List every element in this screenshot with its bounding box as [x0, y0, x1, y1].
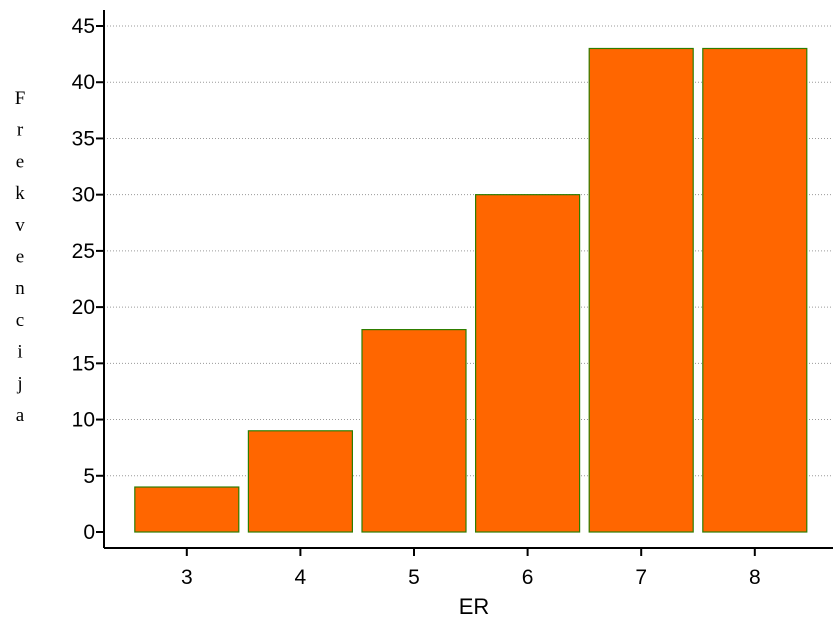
y-axis-label-char: F — [15, 88, 26, 109]
y-axis-label-char: k — [15, 183, 25, 204]
y-tick-label: 5 — [83, 465, 95, 488]
bar-7 — [588, 47, 694, 533]
bars — [134, 47, 808, 533]
bar-5 — [361, 329, 467, 533]
y-axis-label-char: n — [15, 278, 25, 299]
y-axis-label-char: e — [16, 247, 24, 268]
y-tick-labels: 0 5 10 15 20 25 30 35 40 45 — [72, 15, 95, 544]
x-tick-label: 6 — [522, 566, 534, 589]
y-axis-label-char: e — [16, 151, 24, 172]
y-tick-label: 15 — [72, 352, 95, 375]
y-tick-label: 20 — [72, 296, 95, 319]
y-axis-label-char: i — [17, 342, 22, 363]
y-tick-label: 40 — [72, 71, 95, 94]
y-axis-label-char: a — [16, 405, 25, 426]
y-axis-label-char: r — [17, 120, 24, 141]
y-tick-label: 25 — [72, 240, 95, 263]
x-axis-label: ER — [459, 594, 490, 619]
bar-6 — [475, 194, 581, 533]
y-tick-label: 45 — [72, 15, 95, 38]
x-tick-label: 7 — [635, 566, 647, 589]
bar-8 — [702, 47, 808, 533]
y-tick-label: 0 — [83, 521, 95, 544]
x-tick-label: 4 — [295, 566, 307, 589]
bar-4 — [247, 430, 353, 533]
y-tick-label: 30 — [72, 184, 95, 207]
y-axis-label-char: c — [16, 310, 24, 331]
y-axis-label-char: v — [15, 215, 25, 236]
x-tick-label: 3 — [181, 566, 193, 589]
axes — [96, 10, 833, 556]
y-tick-label: 10 — [72, 409, 95, 432]
bar-3 — [134, 486, 240, 533]
x-tick-label: 5 — [408, 566, 420, 589]
y-tick-label: 35 — [72, 127, 95, 150]
x-tick-label: 8 — [749, 566, 761, 589]
y-axis-label-char: j — [16, 373, 22, 394]
x-tick-labels: 3 4 5 6 7 8 — [181, 566, 761, 589]
